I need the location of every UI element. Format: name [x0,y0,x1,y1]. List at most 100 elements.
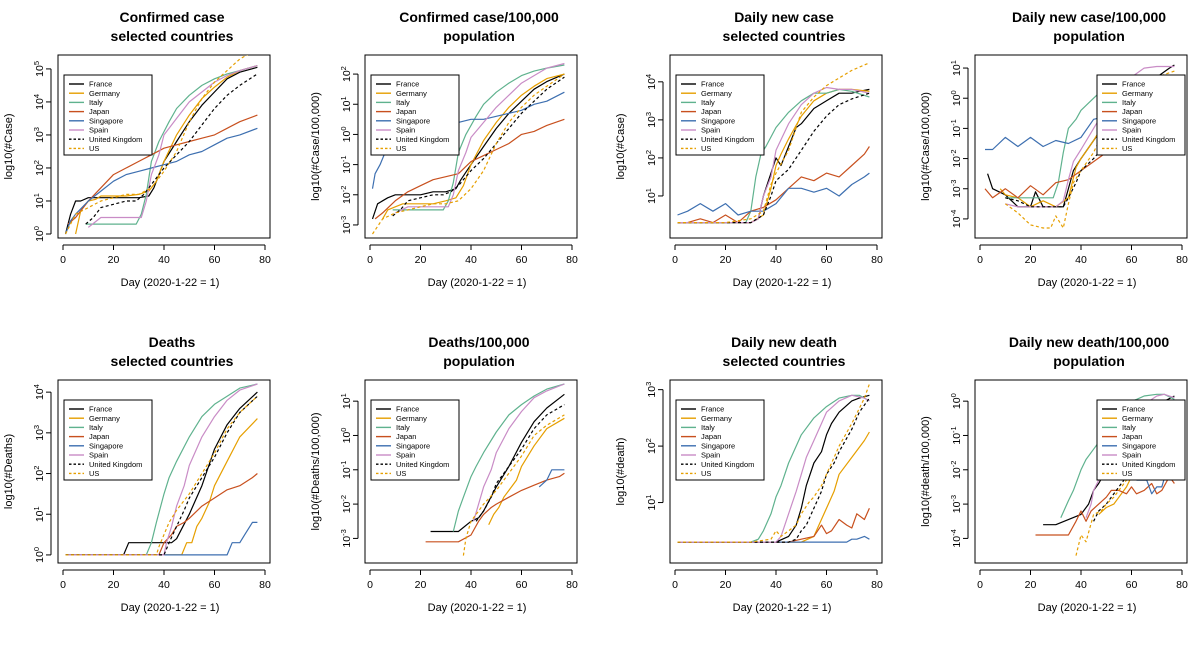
x-tick-label: 20 [720,254,732,266]
y-tick-label: 10-2 [949,461,963,479]
y-axis-label: log10(#Case/100,000) [310,92,322,201]
panel-title-line: Deaths [149,334,196,350]
y-tick-label: 100 [339,428,353,444]
series-line-japan [67,114,258,225]
legend-label-italy: Italy [701,423,715,432]
y-tick-label: 104 [32,94,46,110]
x-tick-label: 20 [108,579,120,591]
plot-frame [364,379,578,564]
x-tick-label: 80 [871,254,883,266]
y-tick-label: 100 [32,547,46,563]
series-group [677,383,870,543]
y-tick-label: 102 [644,438,658,454]
legend-label-france: France [89,405,112,414]
x-tick-label: 40 [465,579,477,591]
x-tick-label: 40 [1075,254,1087,266]
legend-label-singapore: Singapore [396,441,430,450]
y-tick-label: 10-1 [339,155,353,173]
y-tick-label: 100 [949,393,963,409]
panel-4: Daily new case/100,000 population 0 20 40 60 8… [920,9,1188,289]
panel-title-line: Daily new death/100,000 [1009,334,1170,350]
y-tick-label: 100 [949,90,963,106]
legend: FranceGermanyItalyJapanSingaporeSpainUni… [1096,74,1186,156]
series-line-singapore [538,469,565,488]
series-group [677,62,870,224]
x-axis-label: Day (2020-1-22 = 1) [733,277,832,289]
panel-title-line: population [1053,28,1125,44]
panel-title-line: Daily new death [731,334,837,350]
x-tick-label: 0 [672,579,678,591]
plot-frame [669,54,883,239]
legend-box [370,74,460,156]
legend-label-france: France [396,80,419,89]
series-line-spain [472,383,565,522]
legend: FranceGermanyItalyJapanSingaporeSpainUni… [675,399,765,481]
y-axis-label: log10(#Deaths) [3,434,15,509]
legend-label-italy: Italy [396,423,410,432]
x-tick-label: 60 [516,254,528,266]
x-tick-label: 40 [465,254,477,266]
series-line-singapore [677,172,870,216]
panel-1: Confirmed case selected countries 0 20 40 60 8… [3,9,271,289]
x-tick-label: 20 [1025,254,1037,266]
legend-box [1096,74,1186,156]
y-tick-label: 10-3 [949,180,963,198]
series-line-japan [677,146,870,224]
series-line-us [65,395,258,556]
series-group [65,383,258,556]
legend-label-us: US [1122,144,1132,153]
legend-label-germany: Germany [89,414,120,423]
x-tick-label: 60 [1126,254,1138,266]
plot-frame [974,379,1188,564]
legend-label-japan: Japan [396,107,416,116]
legend-label-singapore: Singapore [89,441,123,450]
x-tick-label: 40 [158,579,170,591]
legend-box [63,399,153,481]
series-line-united-kingdom [475,404,565,522]
x-tick-label: 80 [1176,579,1188,591]
legend-label-united-kingdom: United Kingdom [701,460,754,469]
legend-label-spain: Spain [701,126,720,135]
y-tick-label: 101 [644,188,658,204]
legend-label-germany: Germany [396,89,427,98]
panel-title-line: Deaths/100,000 [428,334,529,350]
legend-label-us: US [396,469,406,478]
series-line-us [1075,411,1175,556]
series-line-us [372,73,565,235]
legend-label-france: France [1122,80,1145,89]
x-axis-label: Day (2020-1-22 = 1) [1038,277,1137,289]
y-axis-label: log10(#death/100,000) [920,416,932,527]
y-tick-label: 10-1 [949,426,963,444]
series-line-us [677,383,870,543]
series-line-united-kingdom [677,92,870,224]
panel-8: Daily new death/100,000 population 0 20 40 60… [920,334,1188,614]
legend-label-france: France [396,405,419,414]
legend: FranceGermanyItalyJapanSingaporeSpainUni… [63,399,153,481]
legend-label-united-kingdom: United Kingdom [701,135,754,144]
y-tick-label: 10-2 [339,495,353,513]
x-tick-label: 80 [566,579,578,591]
legend-label-united-kingdom: United Kingdom [1122,135,1175,144]
legend-label-us: US [89,469,99,478]
legend-label-italy: Italy [1122,423,1136,432]
legend-label-germany: Germany [396,414,427,423]
series-line-japan [677,507,870,543]
series-line-france [371,73,565,220]
x-tick-label: 0 [367,579,373,591]
series-line-germany [382,73,565,220]
x-tick-label: 60 [209,579,221,591]
y-axis-label: log10(#death) [615,438,627,506]
x-axis-label: Day (2020-1-22 = 1) [733,602,832,614]
legend-label-singapore: Singapore [701,441,735,450]
legend-label-france: France [1122,405,1145,414]
legend-label-us: US [701,144,711,153]
legend-label-italy: Italy [89,423,103,432]
plot-frame [364,54,578,239]
y-tick-label: 102 [32,466,46,482]
legend-label-japan: Japan [396,432,416,441]
legend-label-spain: Spain [1122,451,1141,460]
x-tick-label: 80 [1176,254,1188,266]
series-line-singapore [677,535,870,543]
y-tick-label: 101 [32,193,46,209]
legend-label-spain: Spain [396,451,415,460]
